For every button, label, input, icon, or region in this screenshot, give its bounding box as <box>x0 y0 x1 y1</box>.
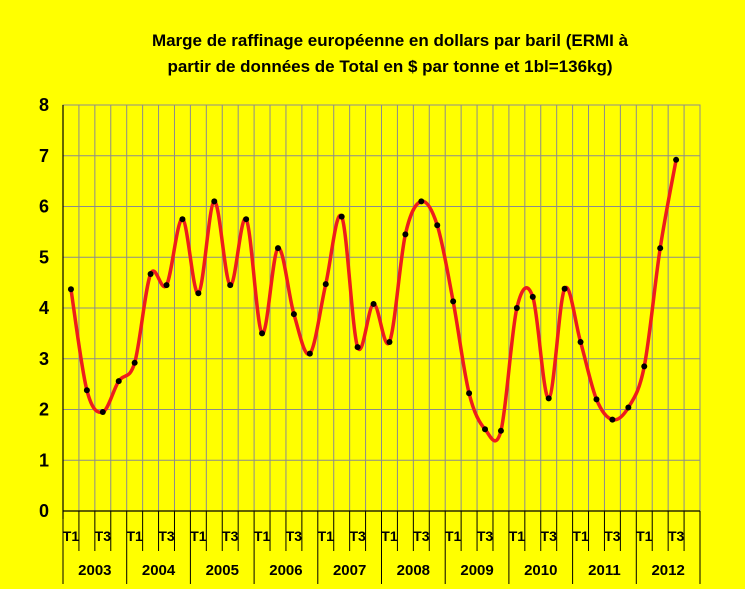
data-point <box>99 409 106 416</box>
data-point <box>434 222 441 229</box>
year-label: 2008 <box>397 562 430 579</box>
data-point <box>67 286 74 293</box>
x-tick-label: T3 <box>541 528 558 544</box>
data-point <box>115 378 122 385</box>
data-point <box>179 216 186 223</box>
y-tick-label: 8 <box>39 95 49 115</box>
data-point <box>561 285 568 292</box>
x-tick-label: T1 <box>381 528 398 544</box>
x-tick-label: T1 <box>445 528 462 544</box>
year-label: 2012 <box>651 562 684 579</box>
data-point <box>545 395 552 402</box>
data-point <box>482 426 489 433</box>
data-point <box>497 427 504 434</box>
y-tick-label: 7 <box>39 146 49 166</box>
data-point <box>195 290 202 297</box>
data-point <box>386 339 393 345</box>
x-tick-label: T3 <box>413 528 430 544</box>
data-point <box>259 330 266 337</box>
x-tick-label: T1 <box>509 528 526 544</box>
year-label: 2009 <box>460 562 493 579</box>
data-point <box>354 344 361 351</box>
data-point <box>529 293 536 300</box>
year-label: 2005 <box>206 562 239 579</box>
data-point <box>83 387 90 394</box>
y-tick-label: 4 <box>39 298 49 318</box>
y-tick-label: 2 <box>39 400 49 420</box>
data-point <box>306 350 313 357</box>
x-tick-label: T3 <box>158 528 175 544</box>
data-point <box>370 300 377 307</box>
year-label: 2011 <box>588 562 621 579</box>
x-tick-label: T1 <box>318 528 335 544</box>
y-tick-label: 5 <box>39 247 49 267</box>
series-line <box>69 158 678 443</box>
year-label: 2007 <box>333 562 366 579</box>
data-point <box>513 305 520 311</box>
year-label: 2010 <box>524 562 557 579</box>
data-point <box>577 339 584 345</box>
data-point <box>274 245 281 252</box>
data-point <box>657 245 664 252</box>
data-point <box>290 311 297 318</box>
x-tick-label: T3 <box>95 528 112 544</box>
data-point <box>418 198 425 205</box>
data-point <box>609 416 616 423</box>
y-tick-label: 3 <box>39 349 49 369</box>
data-point <box>211 198 218 205</box>
chart-title-line-1: Marge de raffinage européenne en dollars… <box>152 31 629 50</box>
data-point <box>673 156 680 163</box>
x-tick-label: T1 <box>636 528 653 544</box>
x-tick-label: T1 <box>254 528 271 544</box>
x-tick-label: T1 <box>63 528 80 544</box>
y-tick-label: 1 <box>39 450 49 470</box>
chart-title-line-2: partir de données de Total en $ par tonn… <box>167 57 612 76</box>
y-tick-label: 0 <box>39 501 49 521</box>
x-tick-label: T1 <box>126 528 143 544</box>
x-tick-label: T3 <box>286 528 303 544</box>
data-point <box>641 363 648 370</box>
data-point <box>163 282 170 289</box>
plot-area: 0 1 2 3 4 5 6 7 8 T1 T3 2003 T1 T3 2004 T1 T3 2005 T1 T3 200… <box>39 95 701 584</box>
data-point <box>322 281 329 288</box>
data-point <box>625 404 632 411</box>
x-tick-label: T3 <box>604 528 621 544</box>
data-point <box>402 231 409 238</box>
data-point <box>466 390 473 397</box>
x-tick-label: T3 <box>222 528 239 544</box>
data-point <box>338 213 345 220</box>
data-point <box>131 359 138 366</box>
data-point <box>450 298 457 305</box>
year-label: 2003 <box>78 562 111 579</box>
data-point <box>227 282 234 289</box>
y-tick-label: 6 <box>39 197 49 217</box>
year-label: 2006 <box>269 562 302 579</box>
data-point <box>593 396 600 403</box>
year-label: 2004 <box>142 562 176 579</box>
x-tick-label: T3 <box>477 528 494 544</box>
x-tick-label: T1 <box>190 528 207 544</box>
x-tick-label: T3 <box>349 528 366 544</box>
data-point <box>243 216 250 223</box>
x-tick-label: T3 <box>668 528 685 544</box>
x-tick-label: T1 <box>572 528 589 544</box>
data-point <box>147 271 154 277</box>
